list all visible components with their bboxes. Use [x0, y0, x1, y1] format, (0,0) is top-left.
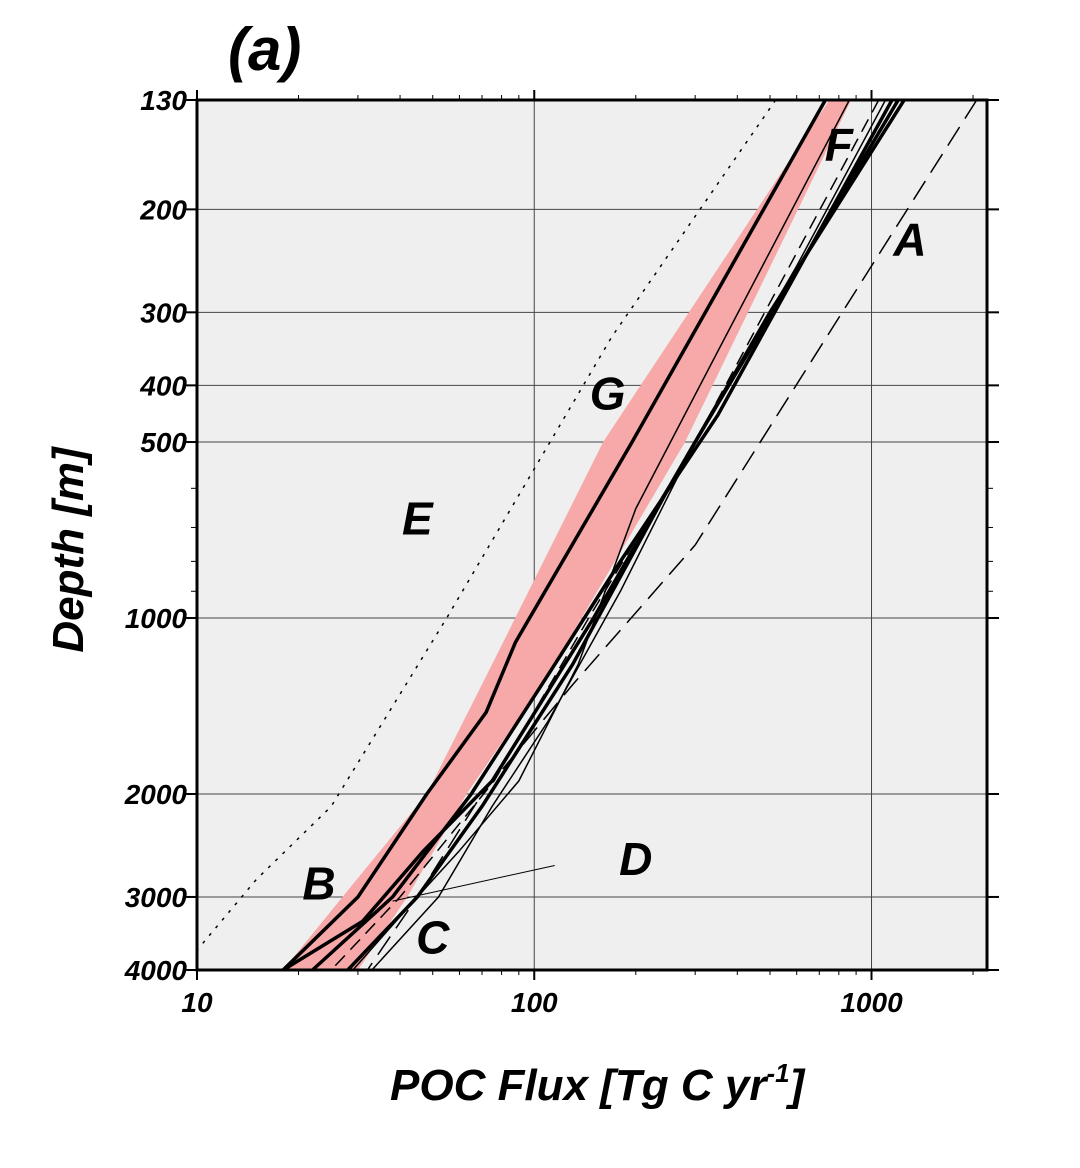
- flux-range-band: [283, 100, 852, 970]
- x-axis-label-main: POC Flux [Tg C yr: [390, 1061, 769, 1110]
- series-line-d: [330, 99, 880, 971]
- y-axis-label: Depth [m]: [44, 446, 93, 653]
- annotation-label-a: A: [892, 214, 926, 266]
- annotation-label-c: C: [416, 912, 450, 964]
- series-line-g: [281, 99, 827, 972]
- series-line: [346, 99, 906, 972]
- x-axis-label: POC Flux [Tg C yr-1]: [390, 1058, 806, 1110]
- y-tick-label: 500: [140, 427, 187, 458]
- y-tick-label: 2000: [124, 779, 188, 810]
- x-tick-label: 10: [181, 987, 213, 1018]
- y-tick-label: 400: [139, 370, 187, 401]
- series-lines: [196, 99, 978, 972]
- y-tick-label: 300: [140, 297, 187, 328]
- x-tick-label: 100: [511, 987, 558, 1018]
- annotation-label-b: B: [302, 857, 335, 909]
- x-tick-label: 1000: [840, 987, 903, 1018]
- y-tick-label: 200: [139, 194, 187, 225]
- panel-label: (a): [228, 16, 301, 83]
- y-tick-label: 130: [140, 85, 187, 116]
- annotation-label-f: F: [825, 119, 855, 171]
- pink-range-band: [283, 100, 852, 970]
- plot-frame: [195, 98, 989, 972]
- series-annotations: A B C D E F G: [302, 119, 926, 964]
- annotation-label-g: G: [590, 368, 626, 420]
- series-line: [311, 99, 894, 972]
- axis-ticks: [185, 90, 999, 980]
- x-axis-label-exponent: -1: [766, 1058, 789, 1088]
- y-tick-label: 4000: [124, 955, 188, 986]
- y-tick-label: 1000: [125, 603, 188, 634]
- grid-lines: [196, 99, 987, 971]
- annotation-label-d: D: [619, 833, 652, 885]
- annotation-d-leader: [392, 864, 555, 902]
- annotation-label-e: E: [402, 493, 434, 545]
- x-axis-label-end: ]: [786, 1061, 806, 1110]
- leader-line: [392, 864, 555, 902]
- y-tick-label: 3000: [125, 882, 188, 913]
- tick-labels: 10 100 1000 130 200 300 400 500 1000 2000 3000 4000: [124, 85, 903, 1018]
